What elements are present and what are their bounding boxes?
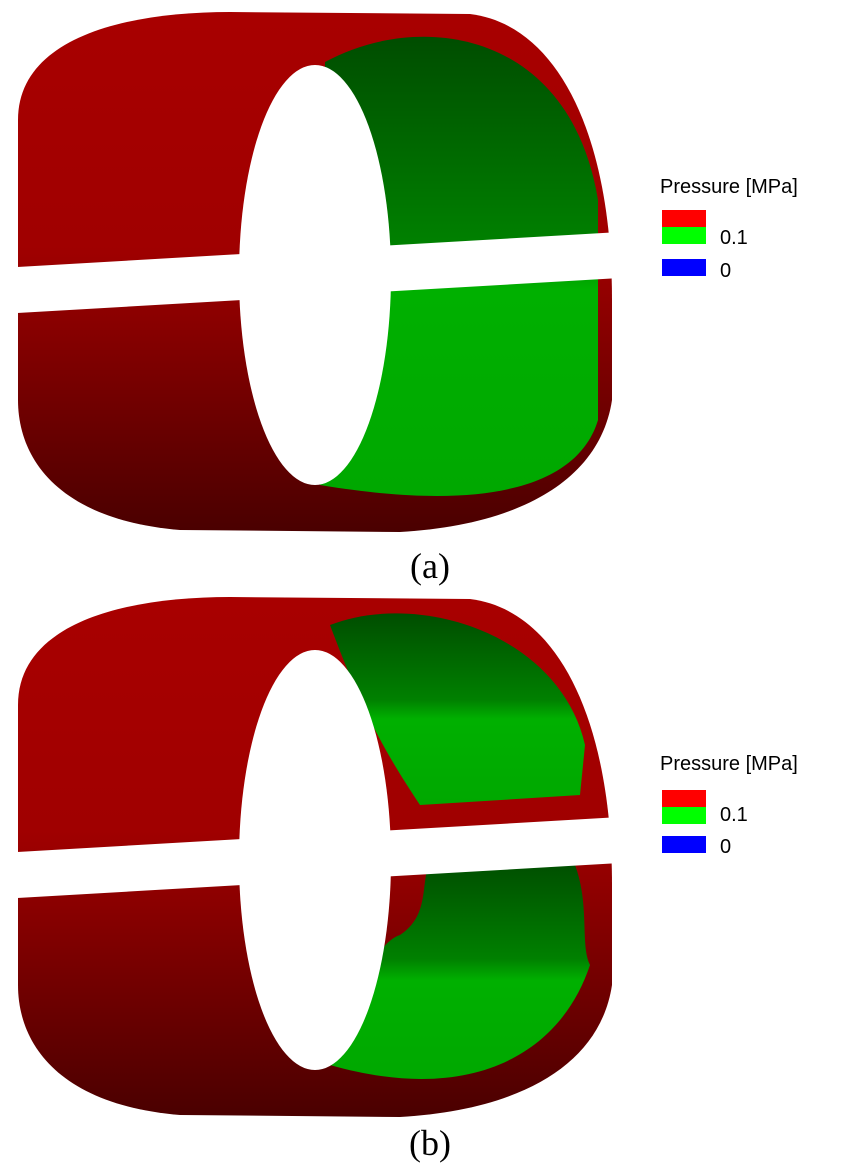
legend-label: 0 <box>720 260 731 282</box>
legend-title: Pressure [MPa] <box>660 176 798 198</box>
legend-label: 0.1 <box>720 227 748 249</box>
gap <box>0 817 620 899</box>
legend-swatch <box>662 210 706 227</box>
caption: (a) <box>410 546 450 586</box>
caption: (b) <box>409 1123 451 1163</box>
legend-swatch <box>662 259 706 276</box>
legend-title: Pressure [MPa] <box>660 753 798 775</box>
gap-mid <box>240 255 390 300</box>
legend: Pressure [MPa] 0.1 0 <box>660 753 798 858</box>
legend-swatch <box>662 836 706 853</box>
legend-swatch <box>662 790 706 807</box>
legend-label: 0.1 <box>720 804 748 826</box>
panel: Pressure [MPa] 0.1 0 (b) <box>0 597 798 1163</box>
legend-label: 0 <box>720 836 731 858</box>
legend-swatch <box>662 807 706 824</box>
legend: Pressure [MPa] 0.1 0 <box>660 176 798 282</box>
panel: Pressure [MPa] 0.1 0 (a) <box>0 12 798 586</box>
bearing-inner <box>330 613 585 805</box>
bearing-inner <box>330 860 590 1079</box>
legend-swatch <box>662 227 706 244</box>
